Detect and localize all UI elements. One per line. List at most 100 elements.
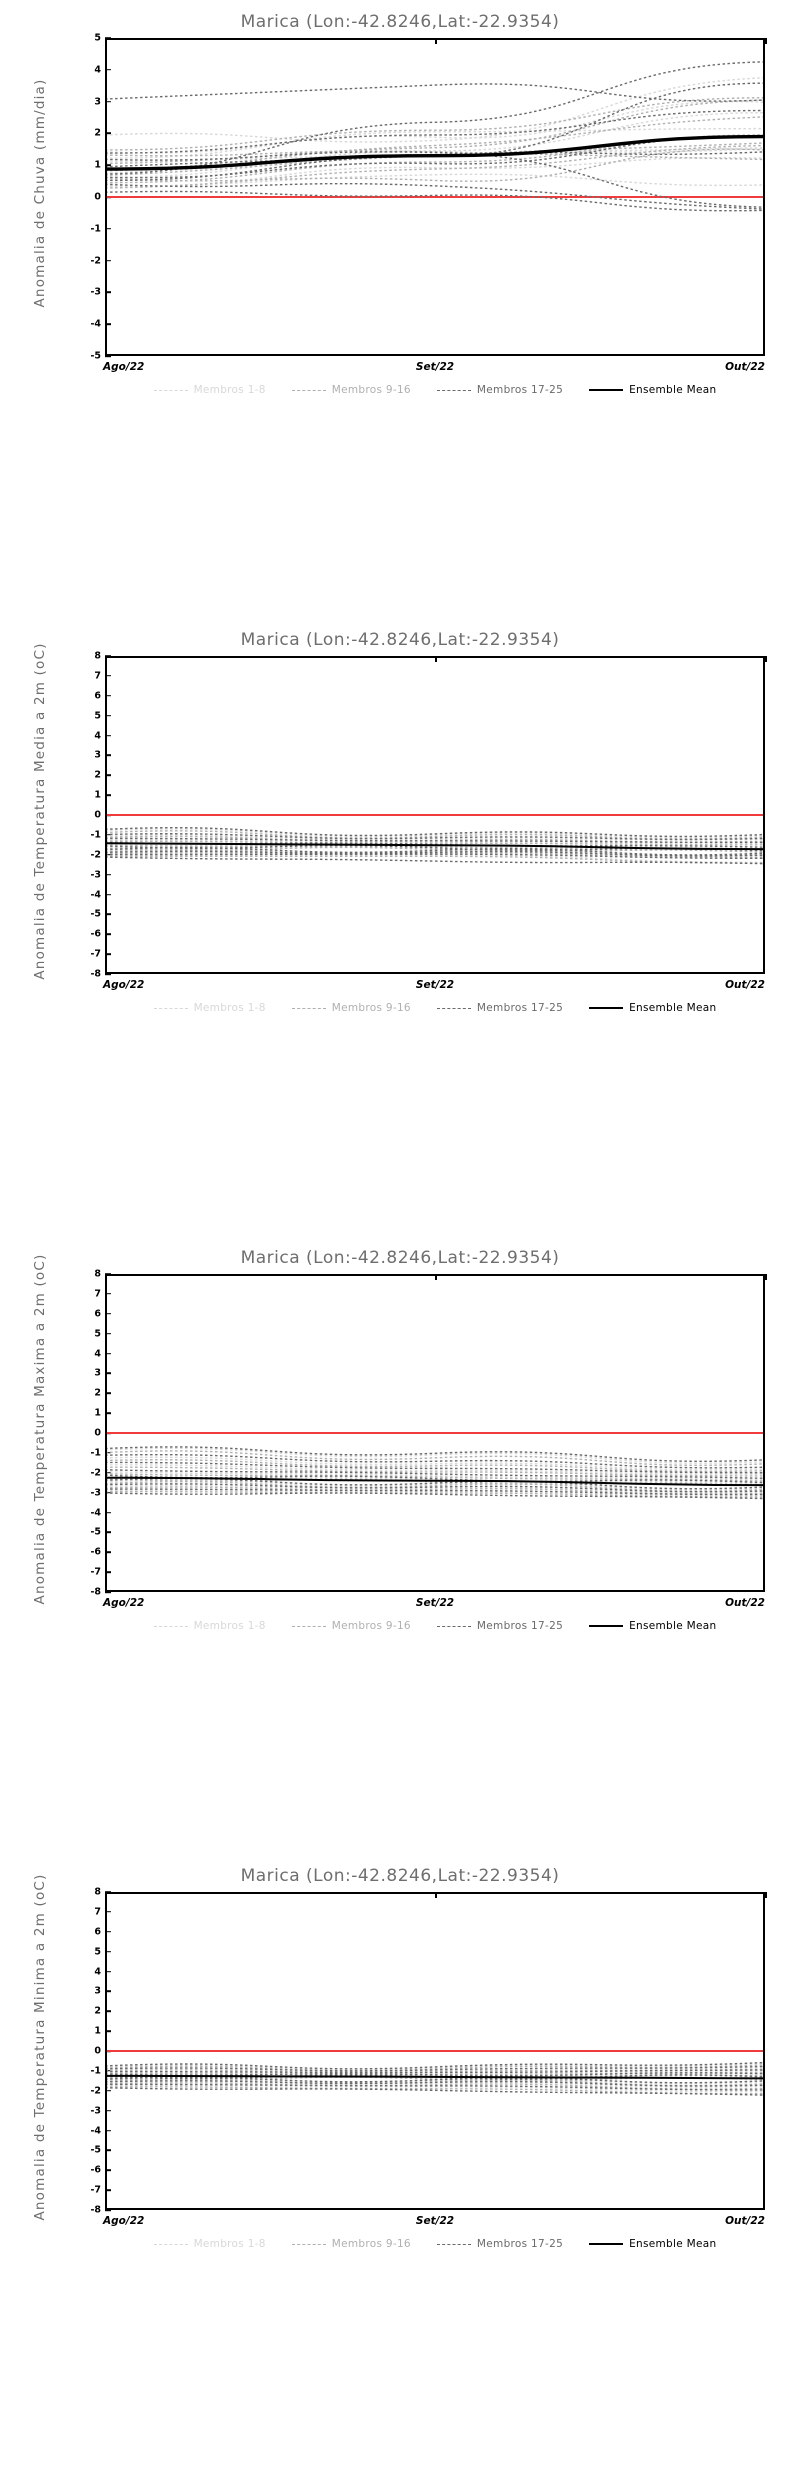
legend-item[interactable]: Membros 1-8 xyxy=(153,1620,266,1632)
y-tick-label: 7 xyxy=(94,1288,101,1300)
member-line xyxy=(105,830,765,840)
legend-item[interactable]: Ensemble Mean xyxy=(589,1620,716,1632)
legend-item[interactable]: Membros 9-16 xyxy=(291,1002,411,1014)
legend-label: Ensemble Mean xyxy=(629,1002,717,1014)
y-tick-label: 6 xyxy=(94,690,101,702)
plot-frame xyxy=(105,656,765,974)
member-line xyxy=(105,77,765,143)
member-line xyxy=(105,1466,765,1477)
y-tick-label: -5 xyxy=(90,1526,101,1538)
y-tick-label: 1 xyxy=(94,789,101,801)
y-tick-label: 8 xyxy=(94,650,101,662)
member-line xyxy=(105,100,765,154)
member-line xyxy=(105,834,765,841)
y-tick-mark xyxy=(105,2189,111,2191)
member-line xyxy=(105,2065,765,2072)
member-line xyxy=(105,1447,765,1464)
member-line xyxy=(105,97,765,151)
member-line xyxy=(105,856,765,865)
member-line xyxy=(105,2084,765,2093)
x-tick-label: Set/22 xyxy=(415,1597,455,1609)
legend-swatch-dashed-icon xyxy=(436,389,471,391)
series-canvas xyxy=(105,2050,765,2096)
y-tick-label: -2 xyxy=(90,849,101,861)
member-line xyxy=(105,853,765,860)
legend-item[interactable]: Ensemble Mean xyxy=(589,2238,716,2250)
y-tick-label: 0 xyxy=(94,1427,101,1439)
y-tick-mark xyxy=(105,1332,111,1335)
x-tick-label: Out/22 xyxy=(725,361,765,373)
y-tick-label: 0 xyxy=(94,191,101,203)
ensemble-mean-line xyxy=(105,1476,765,1487)
y-tick-mark xyxy=(105,2209,111,2211)
y-tick-mark xyxy=(105,754,111,757)
member-line xyxy=(105,855,765,864)
y-tick-mark xyxy=(105,953,111,955)
y-tick-label: -1 xyxy=(90,2065,101,2077)
legend-item[interactable]: Membros 1-8 xyxy=(153,1002,266,1014)
y-tick-label: 6 xyxy=(94,1308,101,1320)
x-tick-mark xyxy=(435,656,437,662)
x-tick-label: Ago/22 xyxy=(103,1597,145,1609)
x-tick-label: Out/22 xyxy=(725,979,765,991)
x-tick-label: Out/22 xyxy=(725,2215,765,2227)
member-line xyxy=(105,2067,765,2073)
legend-swatch-dashed-icon xyxy=(153,1007,188,1009)
member-line xyxy=(105,2069,765,2074)
member-line xyxy=(105,840,765,846)
member-line xyxy=(105,839,765,844)
legend-item[interactable]: Membros 17-25 xyxy=(436,2238,564,2250)
y-tick-mark xyxy=(105,873,111,876)
legend-item[interactable]: Ensemble Mean xyxy=(589,384,716,396)
member-line xyxy=(105,1446,765,1463)
y-tick-mark xyxy=(105,853,111,856)
y-tick-mark xyxy=(105,259,111,262)
legend-swatch-dashed-icon xyxy=(436,1625,471,1627)
member-line xyxy=(105,833,765,841)
y-tick-label: 4 xyxy=(94,64,101,76)
y-tick-label: 3 xyxy=(94,749,101,761)
y-tick-label: 5 xyxy=(94,710,101,722)
x-tick-label: Set/22 xyxy=(415,2215,455,2227)
legend-label: Membros 1-8 xyxy=(193,1620,266,1632)
y-tick-label: 2 xyxy=(94,1387,101,1399)
legend-item[interactable]: Membros 9-16 xyxy=(291,1620,411,1632)
legend-swatch-solid-icon xyxy=(589,2243,624,2245)
y-tick-mark xyxy=(105,1452,111,1454)
y-tick-mark xyxy=(105,2010,111,2013)
y-tick-mark xyxy=(105,291,111,294)
plot-area: 8 7 6 5 4 3 2 1 0 -1 -2 -3 -4 -5 -6 -7 -8 Ago/22 Set/22 Out… xyxy=(90,1887,767,2227)
y-tick-label: -2 xyxy=(90,1467,101,1479)
y-tick-mark xyxy=(105,694,111,697)
chart-panel-1: Marica (Lon:-42.8246,Lat:-22.9354) Anomal… xyxy=(0,618,800,1236)
y-tick-label: 5 xyxy=(94,1328,101,1340)
y-tick-mark xyxy=(105,1531,111,1534)
y-tick-mark xyxy=(105,973,111,975)
x-tick-mark xyxy=(435,1274,437,1280)
legend-label: Membros 17-25 xyxy=(476,2238,564,2250)
chart-title: Marica (Lon:-42.8246,Lat:-22.9354) xyxy=(240,1248,560,1268)
legend-item[interactable]: Membros 9-16 xyxy=(291,384,411,396)
plot-area: 5 4 3 2 1 0 -1 -2 -3 -4 -5 Ago/22 Set/22 Out/22 xyxy=(90,33,767,373)
legend-item[interactable]: Membros 1-8 xyxy=(153,2238,266,2250)
member-line xyxy=(105,1490,765,1498)
legend-item[interactable]: Membros 17-25 xyxy=(436,1620,563,1632)
member-line xyxy=(105,1481,765,1492)
legend-swatch-dashed-icon xyxy=(436,1007,471,1009)
y-tick-mark xyxy=(105,893,111,896)
y-tick-label: -3 xyxy=(90,869,101,881)
legend-item[interactable]: Membros 17-25 xyxy=(436,384,563,396)
y-axis-label: Anomalia de Temperatura Maxima a 2m (oC) xyxy=(32,1253,48,1605)
legend-item[interactable]: Ensemble Mean xyxy=(589,1002,716,1014)
member-line xyxy=(105,2072,765,2077)
legend-swatch-solid-icon xyxy=(589,1625,624,1627)
x-tick-mark xyxy=(765,656,767,662)
series-canvas xyxy=(105,1432,765,1500)
legend-item[interactable]: Membros 9-16 xyxy=(291,2238,411,2250)
x-tick-label: Out/22 xyxy=(725,1597,765,1609)
y-tick-label: -5 xyxy=(90,350,101,362)
legend-item[interactable]: Membros 17-25 xyxy=(436,1002,563,1014)
member-line xyxy=(105,2086,765,2095)
legend-item[interactable]: Membros 1-8 xyxy=(153,384,266,396)
y-tick-label: 5 xyxy=(94,1946,101,1958)
